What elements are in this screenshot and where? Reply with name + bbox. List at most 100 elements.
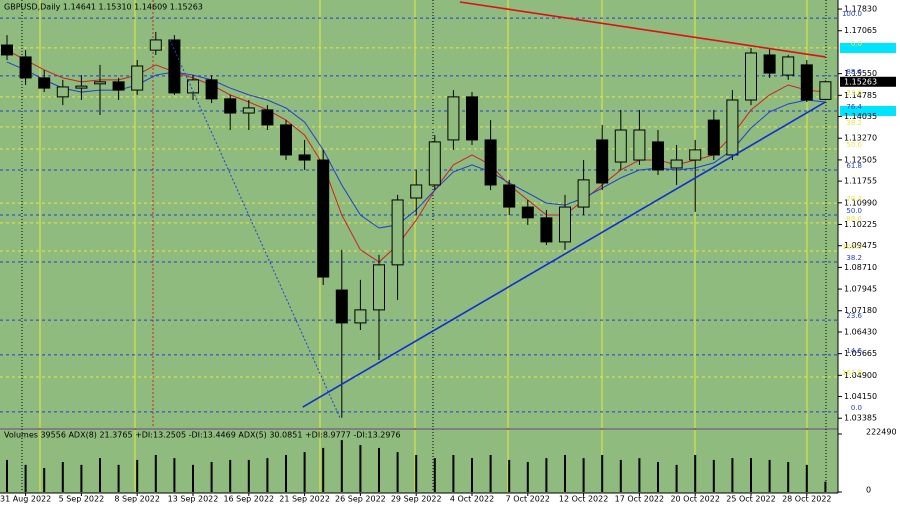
candle-body bbox=[540, 217, 553, 243]
candle-body bbox=[131, 65, 144, 91]
candle-body bbox=[707, 119, 720, 156]
current-price-flag bbox=[840, 76, 896, 87]
candle-body bbox=[205, 79, 218, 100]
candle-body bbox=[335, 289, 348, 324]
candle-body bbox=[38, 77, 51, 89]
candle-body bbox=[745, 52, 757, 101]
chart-title: GBPUSD,Daily 1.14641 1.15310 1.14609 1.1… bbox=[4, 3, 203, 12]
trendline bbox=[459, 1, 826, 58]
candle-body bbox=[596, 139, 609, 184]
level-label: 23.6 bbox=[846, 89, 862, 97]
y-tick-label: 1.10990 bbox=[844, 198, 877, 207]
candle-body bbox=[614, 129, 627, 163]
y-tick-label: 1.14785 bbox=[844, 91, 877, 100]
level-label: 14.6 bbox=[846, 347, 862, 355]
level-label: 100.0 bbox=[842, 243, 862, 251]
candle-body bbox=[447, 96, 460, 141]
candle-body bbox=[354, 309, 367, 324]
level-label: 0.0 bbox=[851, 404, 862, 412]
y-tick-label: 1.07945 bbox=[844, 285, 877, 294]
candle-body bbox=[19, 56, 32, 79]
level-label: 161.8 bbox=[842, 369, 862, 377]
moving-average bbox=[6, 49, 826, 263]
y-tick-label: 1.14035 bbox=[844, 112, 877, 121]
candle-body bbox=[317, 159, 330, 278]
y-tick-label: 1.04900 bbox=[844, 371, 877, 380]
candle-body bbox=[261, 109, 274, 126]
y-tick-label: 1.12505 bbox=[844, 155, 877, 164]
x-tick-label: 16 Sep 2022 bbox=[223, 495, 274, 504]
level-label: 76.4 bbox=[846, 103, 862, 111]
price-flag bbox=[840, 106, 896, 116]
candle-body bbox=[726, 99, 739, 156]
candle-body bbox=[410, 184, 423, 199]
y-tick-label: 1.13270 bbox=[844, 134, 877, 143]
y-tick-label: 1.09475 bbox=[844, 241, 877, 250]
x-tick-label: 21 Sep 2022 bbox=[279, 495, 330, 504]
level-label: 50.0 bbox=[846, 141, 862, 149]
candle-body bbox=[466, 96, 478, 141]
x-tick-label: 29 Sep 2022 bbox=[391, 495, 442, 504]
candle-body bbox=[112, 81, 125, 91]
price-pane bbox=[0, 0, 838, 428]
y-tick-label: 1.15550 bbox=[844, 69, 877, 78]
candle-body bbox=[94, 81, 106, 85]
level-label: 100.0 bbox=[842, 10, 862, 18]
y-tick-label: 1.17065 bbox=[844, 26, 877, 35]
y-tick-label: 1.03385 bbox=[844, 414, 877, 423]
candle-body bbox=[1, 44, 13, 56]
y-tick-label: 1.07180 bbox=[844, 306, 877, 315]
y-tick-label: 1.08710 bbox=[844, 263, 877, 272]
level-label: 23.6 bbox=[846, 312, 862, 320]
level-label: 88.6 bbox=[846, 215, 862, 223]
level-label: 38.2 bbox=[846, 254, 862, 262]
level-label: 88.6 bbox=[846, 68, 862, 76]
candle-body bbox=[670, 159, 683, 169]
y-tick-label: 1.06430 bbox=[844, 327, 877, 336]
level-label: 0.0 bbox=[851, 40, 862, 48]
candle-body bbox=[149, 39, 162, 51]
x-tick-label: 17 Oct 2022 bbox=[615, 495, 664, 504]
volume-tick-label: 222490 bbox=[866, 428, 897, 437]
candle-body bbox=[652, 141, 664, 171]
candle-body bbox=[168, 39, 181, 94]
trendline bbox=[302, 101, 826, 408]
indicator-title: Volumes 39556 ADX(8) 21.3765 +DI:13.2505… bbox=[4, 431, 401, 440]
candle-body bbox=[242, 107, 255, 114]
candle-body bbox=[559, 206, 571, 243]
candle-body bbox=[484, 139, 497, 186]
y-tick-label: 1.11755 bbox=[844, 177, 877, 186]
x-tick-label: 26 Sep 2022 bbox=[335, 495, 386, 504]
candle-body bbox=[763, 54, 776, 74]
candle-body bbox=[782, 56, 795, 76]
level-label: 61.8 bbox=[846, 162, 862, 170]
price-flag bbox=[840, 43, 896, 53]
x-tick-label: 13 Sep 2022 bbox=[168, 495, 219, 504]
x-tick-label: 12 Oct 2022 bbox=[559, 495, 608, 504]
candle-body bbox=[800, 64, 813, 101]
x-tick-label: 25 Oct 2022 bbox=[726, 495, 775, 504]
candle-body bbox=[503, 184, 516, 208]
y-tick-label: 1.05665 bbox=[844, 349, 877, 358]
candle-body bbox=[633, 129, 646, 161]
candle-body bbox=[521, 206, 534, 219]
candle-body bbox=[224, 98, 237, 114]
candle-body bbox=[56, 86, 69, 98]
candle-body bbox=[689, 149, 702, 161]
level-label: 50.0 bbox=[846, 207, 862, 215]
indicator-pane bbox=[0, 430, 838, 493]
candle-body bbox=[373, 264, 385, 311]
vertical-markers bbox=[21, 0, 827, 492]
x-tick-label: 28 Oct 2022 bbox=[782, 495, 831, 504]
current-price-label: 1.15263 bbox=[844, 77, 877, 86]
candle-body bbox=[280, 124, 292, 156]
x-tick-label: 4 Oct 2022 bbox=[450, 495, 494, 504]
candle-body bbox=[428, 141, 441, 186]
level-label: 38.2 bbox=[846, 119, 862, 127]
candle-body bbox=[391, 199, 404, 266]
candle-body bbox=[75, 85, 88, 89]
volume-tick-label: 0 bbox=[866, 486, 871, 495]
x-tick-label: 7 Oct 2022 bbox=[506, 495, 550, 504]
x-tick-label: 31 Aug 2022 bbox=[0, 495, 51, 504]
